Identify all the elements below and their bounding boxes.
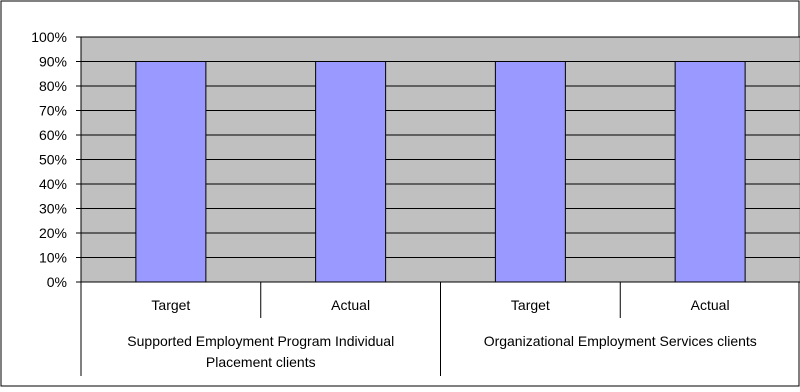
y-tick-label: 30% xyxy=(39,201,67,217)
y-tick-labels: 0% 10% 20% 30% 40% 50% 60% 70% 80% 90% 100% xyxy=(31,29,67,290)
x-group-label: Organizational Employment Services clien… xyxy=(484,333,757,349)
x-category-label: Target xyxy=(511,297,550,313)
y-tick-label: 10% xyxy=(39,250,67,266)
bar xyxy=(315,61,387,283)
y-tick-label: 0% xyxy=(47,274,67,290)
bar xyxy=(494,61,566,283)
y-tick-label: 50% xyxy=(39,152,67,168)
y-tick-label: 90% xyxy=(39,54,67,70)
x-category-labels: Target Actual Target Actual xyxy=(151,297,729,313)
bars xyxy=(135,61,746,283)
x-group-label: Supported Employment Program Individual P… xyxy=(127,333,394,370)
x-category-label: Target xyxy=(151,297,190,313)
y-tick-label: 80% xyxy=(39,78,67,94)
x-group-labels: Supported Employment Program Individual P… xyxy=(127,333,757,370)
y-tick-label: 20% xyxy=(39,225,67,241)
bar xyxy=(135,61,207,283)
x-category-label: Actual xyxy=(331,297,370,313)
y-tick-label: 100% xyxy=(31,29,67,45)
axes xyxy=(76,36,800,376)
x-category-label: Actual xyxy=(691,297,730,313)
y-tick-label: 60% xyxy=(39,127,67,143)
y-tick-label: 40% xyxy=(39,176,67,192)
bar xyxy=(674,61,746,283)
y-tick-label: 70% xyxy=(39,103,67,119)
